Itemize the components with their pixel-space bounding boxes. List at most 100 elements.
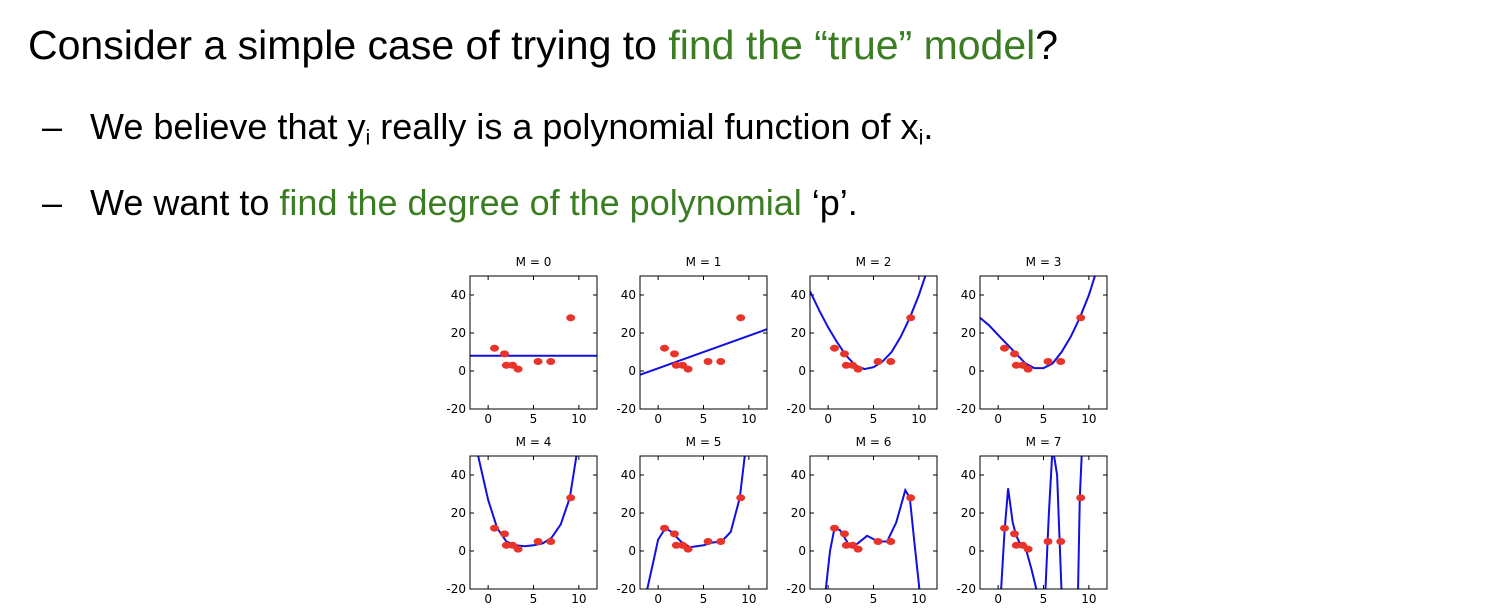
- y-tick-label: -20: [446, 582, 466, 596]
- data-point: [1009, 350, 1019, 358]
- fit-curve: [980, 276, 1096, 370]
- data-point: [829, 344, 839, 352]
- data-point: [659, 344, 669, 352]
- data-point: [1076, 314, 1086, 322]
- x-tick-label: 10: [1081, 592, 1096, 606]
- text-run: Consider a simple case of trying to: [28, 22, 669, 68]
- data-point: [736, 314, 746, 322]
- data-point: [1056, 538, 1066, 545]
- plot-frame: [639, 275, 768, 410]
- text-run: We want to: [90, 182, 280, 223]
- bullet: – We believe that yi really is a polynomi…: [42, 106, 933, 150]
- data-point: [1023, 545, 1033, 553]
- plot-frame: [809, 275, 938, 410]
- data-point: [546, 358, 556, 365]
- text-run: really is a polynomial function of x: [370, 106, 919, 147]
- data-point: [703, 358, 713, 365]
- data-point: [839, 530, 849, 538]
- plot-area: [980, 276, 1096, 373]
- data-point: [1056, 358, 1066, 365]
- subscript: i: [918, 124, 924, 150]
- data-point: [533, 538, 543, 545]
- fit-curve: [646, 456, 746, 589]
- x-tick-label: 10: [741, 412, 756, 426]
- data-point: [873, 538, 883, 545]
- y-tick-label: 0: [968, 544, 976, 558]
- x-tick-label: 5: [530, 412, 538, 426]
- plot-frame: [979, 275, 1108, 410]
- plot-area: [640, 314, 767, 376]
- y-tick-label: -20: [956, 402, 976, 416]
- x-tick-label: 0: [654, 592, 662, 606]
- data-point: [501, 361, 511, 369]
- y-tick-label: 40: [961, 288, 976, 302]
- x-tick-label: 0: [824, 592, 832, 606]
- text-run: ?: [1035, 22, 1059, 68]
- plot-frame: [809, 455, 938, 590]
- x-tick-label: 5: [530, 592, 538, 606]
- x-tick-label: 5: [700, 592, 708, 606]
- y-tick-label: 20: [961, 506, 976, 520]
- data-point: [533, 358, 543, 365]
- y-tick-label: 0: [798, 544, 806, 558]
- y-tick-label: 40: [791, 468, 806, 482]
- x-tick-label: 0: [484, 592, 492, 606]
- data-point: [886, 358, 896, 365]
- x-tick-label: 5: [700, 412, 708, 426]
- x-tick-label: 10: [911, 592, 926, 606]
- data-point: [683, 545, 693, 553]
- y-tick-label: -20: [956, 582, 976, 596]
- y-tick-label: 20: [961, 326, 976, 340]
- x-tick-label: 5: [870, 592, 878, 606]
- subplot: M = 0 -20 0 20 40 0 5 10: [446, 255, 598, 426]
- data-point: [659, 524, 669, 532]
- x-tick-label: 10: [571, 412, 586, 426]
- data-point: [671, 361, 681, 369]
- fit-curve: [824, 487, 921, 589]
- data-point: [703, 538, 713, 545]
- text-run: .: [923, 106, 934, 147]
- data-point: [1011, 361, 1021, 369]
- subplot: M = 6 -20 0 20 40 0 5 10: [786, 435, 938, 606]
- data-point: [546, 538, 556, 545]
- x-tick-label: 0: [994, 592, 1002, 606]
- fit-curve: [477, 456, 578, 548]
- y-tick-label: 20: [791, 326, 806, 340]
- data-point: [906, 494, 916, 502]
- y-tick-label: 0: [798, 364, 806, 378]
- y-tick-label: 20: [621, 326, 636, 340]
- y-tick-label: 40: [451, 468, 466, 482]
- plot-frame: [979, 455, 1108, 590]
- subplot-title: M = 5: [686, 435, 722, 449]
- data-point: [669, 530, 679, 538]
- data-point: [886, 538, 896, 545]
- data-point: [736, 494, 746, 502]
- y-tick-label: 40: [961, 468, 976, 482]
- y-tick-label: 40: [791, 288, 806, 302]
- text-run: ‘p’.: [801, 182, 858, 223]
- data-point: [499, 530, 509, 538]
- data-point: [671, 541, 681, 549]
- data-point: [499, 350, 509, 358]
- data-point: [873, 358, 883, 365]
- data-point: [716, 358, 726, 365]
- data-point: [841, 541, 851, 549]
- subplot-title: M = 2: [856, 255, 892, 269]
- data-point: [839, 350, 849, 358]
- plot-area: [810, 276, 927, 373]
- data-point: [513, 545, 523, 553]
- x-tick-label: 5: [870, 412, 878, 426]
- plot-frame: [469, 455, 598, 590]
- data-point: [1023, 365, 1033, 373]
- subplot-title: M = 3: [1026, 255, 1062, 269]
- x-tick-label: 10: [1081, 412, 1096, 426]
- text-run: find the “true” model: [668, 22, 1036, 68]
- data-point: [1076, 494, 1086, 502]
- fit-curve: [810, 276, 927, 371]
- text-run: We believe that y: [90, 106, 366, 147]
- subplot-title: M = 0: [516, 255, 552, 269]
- plot-area: [999, 456, 1086, 589]
- bullet-marker: –: [42, 182, 63, 223]
- y-tick-label: -20: [616, 582, 636, 596]
